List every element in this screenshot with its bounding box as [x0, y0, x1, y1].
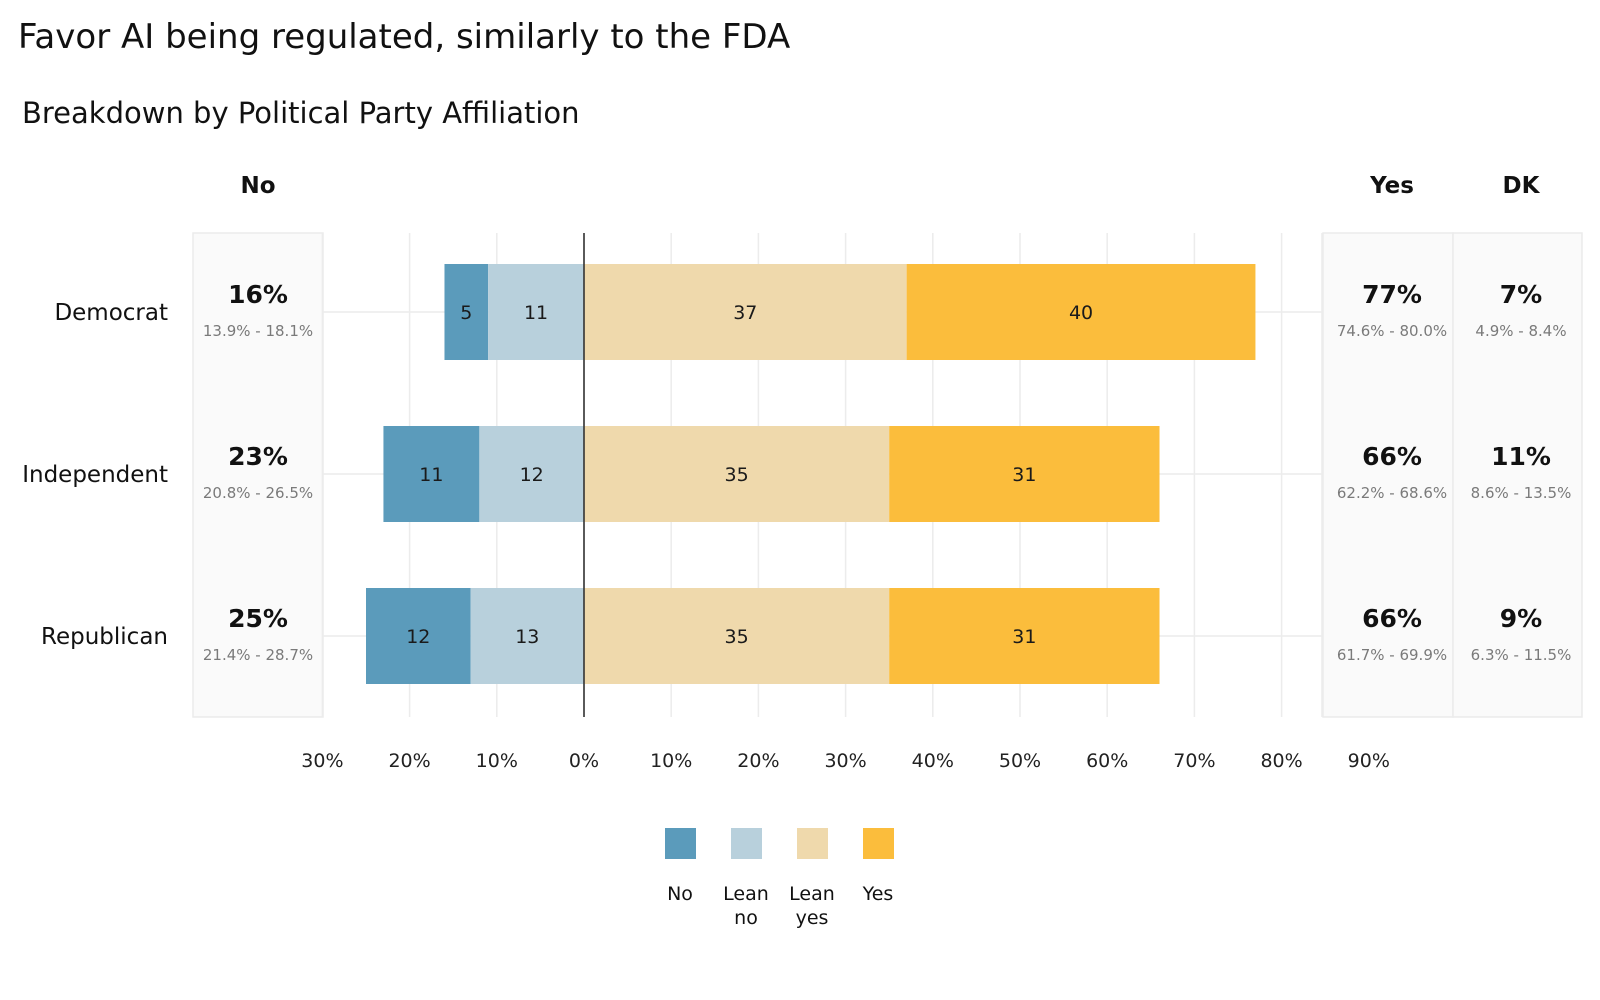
- legend-swatch: [665, 828, 696, 859]
- x-axis-ticks: 30% 20% 10% 0% 10% 20% 30% 40% 50% 60% 70% 80% 90%: [301, 750, 1390, 772]
- summary-no-pct: 16%: [228, 280, 288, 309]
- bar-label-yes: 31: [1012, 464, 1036, 486]
- bar-label-lean-no: 12: [520, 464, 544, 486]
- bar-segment-lean-yes: [584, 426, 890, 522]
- chart-subtitle: Breakdown by Political Party Affiliation: [22, 96, 580, 130]
- bar-segment-yes: [906, 264, 1256, 360]
- bar-segment-yes: [889, 588, 1160, 684]
- summary-no-ci: 21.4% - 28.7%: [203, 646, 313, 664]
- x-tick-label: 60%: [1086, 750, 1128, 772]
- bar-segment-no: [444, 264, 489, 360]
- category-label: Independent: [22, 462, 168, 488]
- summary-dk-pct: 7%: [1500, 280, 1542, 309]
- panel-no: [192, 232, 324, 718]
- legend-swatch: [863, 828, 894, 859]
- x-tick-label: 20%: [388, 750, 430, 772]
- bar-segment-lean-yes: [584, 264, 907, 360]
- bar-segment-lean-yes: [584, 588, 890, 684]
- x-tick-label: 30%: [824, 750, 866, 772]
- summary-yes-pct: 77%: [1362, 280, 1422, 309]
- summary-dk-ci: 6.3% - 11.5%: [1471, 646, 1572, 664]
- bar-segment-lean-no: [479, 426, 584, 522]
- bar-label-yes: 40: [1069, 302, 1093, 324]
- x-tick-label: 40%: [912, 750, 954, 772]
- legend-label: Lean: [723, 883, 769, 905]
- bar-segment-no: [366, 588, 471, 684]
- bar-label-no: 12: [406, 626, 430, 648]
- category-labels: Democrat Independent Republican: [22, 300, 168, 650]
- column-header-dk: DK: [1503, 173, 1541, 199]
- bar-segment-yes: [889, 426, 1160, 522]
- legend-label: no: [734, 907, 758, 929]
- bar-label-lean-no: 11: [524, 302, 548, 324]
- x-tick-label: 50%: [999, 750, 1041, 772]
- summary-dk-pct: 9%: [1500, 604, 1542, 633]
- legend-label: yes: [796, 907, 829, 929]
- summary-yes-pct: 66%: [1362, 604, 1422, 633]
- summary-yes-ci: 61.7% - 69.9%: [1337, 646, 1447, 664]
- bar-label-lean-no: 13: [515, 626, 539, 648]
- summary-no-pct: 23%: [228, 442, 288, 471]
- legend-label: Yes: [862, 883, 894, 905]
- bar-label-no: 5: [460, 302, 472, 324]
- x-tick-label: 20%: [737, 750, 779, 772]
- bar-label-lean-yes: 35: [725, 626, 749, 648]
- bar-label-lean-yes: 35: [725, 464, 749, 486]
- bar-label-no: 11: [419, 464, 443, 486]
- panel-yes: [1322, 232, 1454, 718]
- summary-no-ci: 20.8% - 26.5%: [203, 484, 313, 502]
- legend-label: No: [667, 883, 693, 905]
- x-tick-label: 10%: [476, 750, 518, 772]
- summary-no-pct: 25%: [228, 604, 288, 633]
- column-header-no: No: [240, 173, 275, 199]
- legend-label: Lean: [789, 883, 835, 905]
- summary-yes-ci: 74.6% - 80.0%: [1337, 322, 1447, 340]
- column-header-yes: Yes: [1369, 173, 1414, 199]
- summary-panels: [192, 232, 1583, 718]
- x-tick-label: 10%: [650, 750, 692, 772]
- category-label: Democrat: [54, 300, 168, 326]
- x-tick-label: 80%: [1260, 750, 1302, 772]
- panel-dk: [1452, 232, 1583, 718]
- chart-title: Favor AI being regulated, similarly to t…: [18, 17, 790, 57]
- summary-no-ci: 13.9% - 18.1%: [203, 322, 313, 340]
- summary-values: 16% 13.9% - 18.1% 77% 74.6% - 80.0% 7% 4.9% -…: [203, 280, 1571, 664]
- summary-yes-pct: 66%: [1362, 442, 1422, 471]
- bar-label-yes: 31: [1012, 626, 1036, 648]
- summary-dk-pct: 11%: [1491, 442, 1551, 471]
- bars: 5 11 37 40 11 12 35 31 12 13 35 31: [366, 233, 1256, 717]
- bar-label-lean-yes: 37: [733, 302, 757, 324]
- x-tick-label: 30%: [301, 750, 343, 772]
- bar-segment-lean-no: [470, 588, 584, 684]
- summary-yes-ci: 62.2% - 68.6%: [1337, 484, 1447, 502]
- summary-dk-ci: 8.6% - 13.5%: [1471, 484, 1572, 502]
- legend-swatch: [797, 828, 828, 859]
- x-tick-label: 70%: [1173, 750, 1215, 772]
- category-label: Republican: [41, 624, 168, 650]
- bar-segment-lean-no: [488, 264, 584, 360]
- legend-swatch: [731, 828, 762, 859]
- x-tick-label: 0%: [569, 750, 599, 772]
- x-tick-label: 90%: [1348, 750, 1390, 772]
- summary-dk-ci: 4.9% - 8.4%: [1475, 322, 1566, 340]
- bar-segment-no: [383, 426, 480, 522]
